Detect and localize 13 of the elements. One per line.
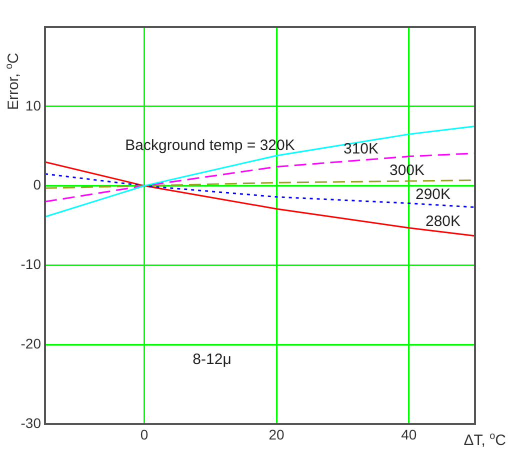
y-tick-label: 0 (33, 176, 42, 193)
annotation: 8-12μ (192, 351, 232, 368)
x-tick-label: 20 (268, 426, 285, 442)
x-tick-label: 40 (401, 426, 417, 442)
x-axis-title: ΔT, $^{o}$C (464, 431, 506, 449)
y-tick-label: -10 (20, 256, 42, 272)
series-label: 290K (415, 186, 451, 203)
x-tick-label: 0 (140, 426, 148, 442)
series-label: 280K (425, 213, 461, 230)
y-tick-label: -20 (20, 335, 42, 352)
series-label: 310K (343, 140, 379, 158)
y-tick-label: 10 (25, 97, 42, 114)
y-tick-label: -30 (20, 414, 42, 431)
